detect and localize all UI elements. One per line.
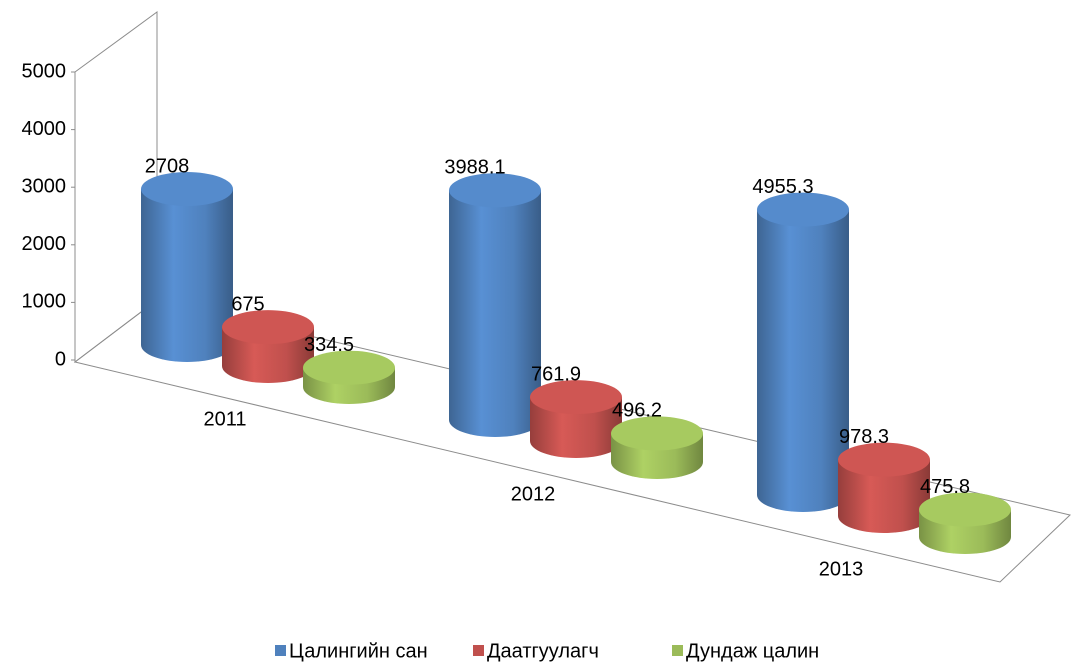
legend-label: Даатгуулагч bbox=[487, 640, 599, 662]
x-tick-label: 2012 bbox=[511, 483, 556, 505]
cylinder-top bbox=[530, 380, 622, 415]
y-tick-label: 4000 bbox=[22, 118, 67, 140]
x-tick-label: 2013 bbox=[819, 558, 864, 580]
y-tick-label: 3000 bbox=[22, 175, 67, 197]
cylinder bbox=[838, 459, 930, 533]
y-tick-label: 5000 bbox=[22, 60, 67, 82]
cylinder-top bbox=[222, 310, 314, 345]
legend-label: Дундаж цалин bbox=[686, 640, 819, 662]
value-label: 334.5 bbox=[304, 334, 354, 356]
cylinder bbox=[141, 189, 233, 362]
cylinder bbox=[757, 209, 849, 513]
value-label: 475.8 bbox=[920, 476, 970, 498]
y-tick-label: 2000 bbox=[22, 233, 67, 255]
cylinder-top bbox=[611, 416, 703, 451]
cylinder-top bbox=[838, 442, 930, 477]
value-label: 2708 bbox=[145, 155, 190, 177]
cylinder-top bbox=[141, 172, 233, 207]
cylinder bbox=[449, 190, 541, 437]
legend-label: Цалингийн сан bbox=[289, 640, 428, 662]
legend-swatch bbox=[473, 645, 484, 656]
value-label: 496.2 bbox=[612, 400, 662, 422]
cylinder-top bbox=[303, 350, 395, 385]
y-tick-label: 1000 bbox=[22, 291, 67, 313]
legend-swatch bbox=[275, 645, 286, 656]
cylinder-top bbox=[757, 192, 849, 227]
floor bbox=[73, 299, 1071, 583]
value-label: 761.9 bbox=[531, 363, 581, 385]
value-label: 978.3 bbox=[839, 426, 889, 448]
cylinder-top bbox=[919, 492, 1011, 527]
value-label: 675 bbox=[231, 293, 264, 315]
value-label: 4955.3 bbox=[752, 176, 813, 198]
cylinder-top bbox=[449, 173, 541, 208]
legend-swatch bbox=[672, 645, 683, 656]
cylinder bbox=[530, 397, 622, 458]
y-tick-label: 0 bbox=[55, 348, 66, 370]
x-tick-label: 2011 bbox=[203, 408, 246, 430]
value-label: 3988.1 bbox=[444, 157, 505, 179]
